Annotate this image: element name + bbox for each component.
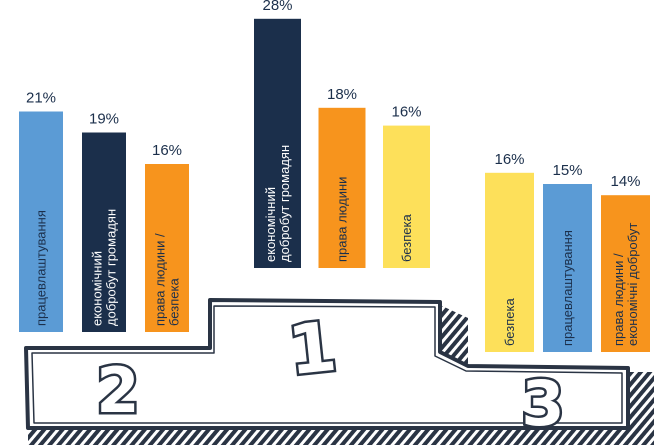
bar xyxy=(19,111,63,332)
bars-layer: 21%працевлаштування19%економічнийдобробу… xyxy=(19,0,650,352)
bar-value-label: 21% xyxy=(26,90,56,107)
place-number-second: 2 xyxy=(96,354,139,427)
bar-category-line: безпека xyxy=(167,278,182,326)
podium-bottom-shadow xyxy=(28,428,640,445)
bar-value-label: 14% xyxy=(610,173,640,190)
bar-group-place-3: 16% безпека 15% працевлаштування 14% права лю… xyxy=(485,151,650,352)
bar-value-label: 16% xyxy=(152,142,182,159)
bar-group-place-1: 28% економічнийдобробут громадян 18% права … xyxy=(254,0,430,268)
bar-category-line: безпека xyxy=(502,298,517,346)
bar-category-line: економічний xyxy=(263,187,278,262)
bar-value-label: 19% xyxy=(89,111,119,128)
bar xyxy=(601,195,650,352)
podium-center-shadow xyxy=(440,305,468,366)
bar-value-label: 16% xyxy=(391,104,421,121)
bar-category-label: безпека xyxy=(502,298,517,346)
bar-category-line: економічний xyxy=(90,251,105,326)
bar-category-line: права людини / xyxy=(153,233,168,326)
bar xyxy=(543,184,592,352)
bar-category-line: права людини / xyxy=(611,253,626,346)
bar-category-line: працевлаштування xyxy=(34,210,49,326)
bar xyxy=(82,132,126,332)
bar-category-line: права людини xyxy=(335,177,350,262)
podium-outline xyxy=(24,298,630,430)
bar xyxy=(145,164,189,332)
bar-category-label: економічнийдобробут громадян xyxy=(263,145,292,262)
bar-group-place-2: 21% працевлаштування 19% економічнийдобробу… xyxy=(19,90,189,332)
bar xyxy=(318,107,366,268)
bar-category-line: економічні добробут xyxy=(625,223,640,346)
place-number-first: 1 xyxy=(285,308,340,392)
bar-category-line: працевлаштування xyxy=(560,230,575,346)
bar-category-line: добробут громадян xyxy=(104,209,119,326)
bar-category-label: права людини xyxy=(335,177,350,262)
podium-steps xyxy=(24,298,654,445)
podium-third-shadow xyxy=(627,372,654,445)
bar-value-label: 28% xyxy=(262,0,292,14)
bar-category-label: безпека xyxy=(399,214,414,262)
bar-category-label: працевлаштування xyxy=(34,210,49,326)
bar-category-label: працевлаштування xyxy=(560,230,575,346)
bar-category-label: економічнийдобробут громадян xyxy=(90,209,119,326)
bar-category-label: права людини /безпека xyxy=(153,233,182,326)
bar-category-line: добробут громадян xyxy=(277,145,292,262)
bar-value-label: 15% xyxy=(552,162,582,179)
bar-category-label: права людини /економічні добробут xyxy=(611,223,640,346)
podium-outline-inner xyxy=(31,305,623,424)
bar-value-label: 18% xyxy=(327,86,357,103)
place-number-third: 3 xyxy=(521,367,564,440)
bar xyxy=(254,18,301,268)
bar xyxy=(383,125,430,268)
bar-category-line: безпека xyxy=(399,214,414,262)
bar xyxy=(485,172,534,352)
bar-value-label: 16% xyxy=(494,151,524,168)
